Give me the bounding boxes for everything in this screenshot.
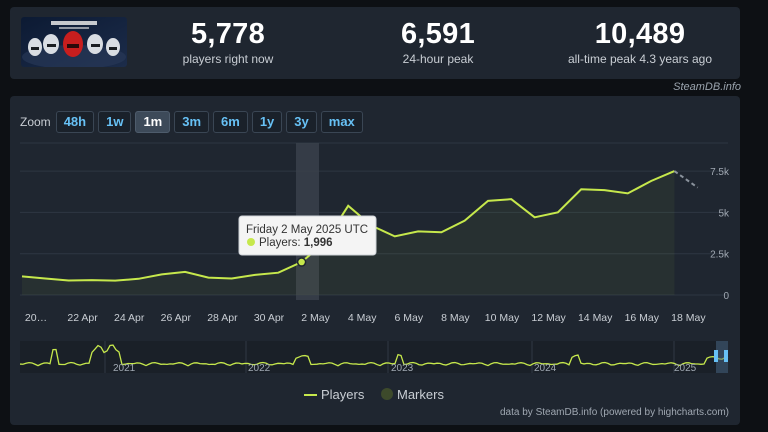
zoom-selector: Zoom 48h 1w 1m 3m 6m 1y 3y max: [20, 111, 367, 133]
x-tick-label: 18 May: [671, 312, 706, 324]
x-tick-label: 20…: [25, 312, 47, 324]
player-chart-panel: Zoom 48h 1w 1m 3m 6m 1y 3y max 0 2.5k 5k 7.…: [10, 96, 740, 425]
highlight-point[interactable]: [296, 257, 307, 267]
stat-24h-peak: 6,591 24-hour peak: [368, 17, 508, 67]
navigator-background: [20, 341, 728, 373]
stats-panel: 5,778 players right now 6,591 24-hour pe…: [10, 7, 740, 79]
stat-players-now: 5,778 players right now: [158, 17, 298, 67]
x-tick-label: 14 May: [578, 312, 613, 324]
chart-legend: Players Markers: [304, 387, 444, 402]
legend-markers-swatch: [381, 388, 393, 400]
navigator-year-2025: 2025: [674, 363, 697, 374]
zoom-3m-button[interactable]: 3m: [174, 111, 210, 133]
data-credit[interactable]: data by SteamDB.info (powered by highcha…: [500, 407, 729, 418]
x-tick-label: 22 Apr: [67, 312, 98, 324]
x-tick-label: 8 May: [441, 312, 470, 324]
players-now-value: 5,778: [190, 18, 266, 50]
navigator-year-2023: 2023: [391, 363, 414, 374]
navigator-handle-left[interactable]: [714, 350, 718, 362]
navigator-year-2022: 2022: [248, 363, 271, 374]
tooltip-box: [238, 215, 377, 256]
x-tick-label: 24 Apr: [114, 312, 145, 324]
zoom-6m-button[interactable]: 6m: [213, 111, 248, 133]
tooltip-value: 1,996: [304, 237, 333, 249]
tooltip-date: Friday 2 May 2025 UTC: [246, 224, 368, 236]
legend-item-players[interactable]: Players: [304, 387, 365, 402]
tooltip-series-dot: [247, 238, 255, 246]
navigator-year-2024: 2024: [534, 363, 557, 374]
x-tick-label: 10 May: [485, 312, 520, 324]
legend-players-label: Players: [321, 387, 365, 402]
navigator-line: [19, 344, 729, 367]
zoom-max-button[interactable]: max: [320, 111, 363, 133]
players-now-label: players right now: [182, 52, 274, 66]
players-line-projection: [673, 170, 699, 189]
peak-24h-label: 24-hour peak: [402, 52, 474, 66]
y-tick-label: 0: [723, 291, 729, 302]
steamdb-credit-link[interactable]: SteamDB.info: [673, 81, 741, 93]
x-tick-label: 26 Apr: [161, 312, 192, 324]
x-axis-labels: 20… 22 Apr 24 Apr 26 Apr 28 Apr 30 Apr 2 May 4 …: [25, 312, 706, 324]
stat-all-time-peak: 10,489 all-time peak 4.3 years ago: [550, 17, 730, 67]
legend-markers-label: Markers: [397, 387, 444, 402]
tooltip-series-name: Players:: [259, 237, 301, 249]
y-tick-label: 2.5k: [710, 250, 730, 261]
x-tick-label: 12 May: [531, 312, 566, 324]
svg-text:Players: 1,996: Players: 1,996: [259, 237, 333, 249]
zoom-3y-button[interactable]: 3y: [286, 111, 317, 133]
x-tick-label: 28 Apr: [207, 312, 238, 324]
zoom-48h-button[interactable]: 48h: [55, 111, 95, 133]
players-line[interactable]: [21, 170, 675, 282]
x-tick-label: 2 May: [301, 312, 330, 324]
navigator-year-dividers: [104, 341, 675, 373]
zoom-1m-button[interactable]: 1m: [135, 111, 171, 133]
x-tick-label: 16 May: [625, 312, 660, 324]
x-tick-label: 30 Apr: [254, 312, 285, 324]
y-tick-label: 5k: [718, 208, 730, 219]
zoom-1y-button[interactable]: 1y: [251, 111, 283, 133]
game-thumbnail[interactable]: [21, 17, 127, 67]
navigator-selection[interactable]: [716, 341, 728, 373]
zoom-1w-button[interactable]: 1w: [98, 111, 132, 133]
x-tick-label: 4 May: [348, 312, 377, 324]
navigator-year-2021: 2021: [113, 363, 136, 374]
y-tick-label: 7.5k: [710, 167, 730, 178]
peak-24h-value: 6,591: [400, 18, 476, 50]
y-axis-labels: 0 2.5k 5k 7.5k: [710, 167, 730, 302]
timeline-navigator[interactable]: 2021 2022 2023 2024 2025: [19, 341, 729, 374]
all-time-peak-value: 10,489: [594, 18, 686, 50]
x-tick-label: 6 May: [395, 312, 424, 324]
navigator-handle-right[interactable]: [724, 350, 728, 362]
zoom-label: Zoom: [20, 115, 51, 129]
all-time-peak-label: all-time peak 4.3 years ago: [567, 52, 713, 66]
legend-item-markers[interactable]: Markers: [381, 387, 444, 402]
player-chart[interactable]: 0 2.5k 5k 7.5k 20… 22 Apr 24 Apr 26 Apr 28 Apr 3…: [10, 96, 740, 425]
chart-tooltip: Friday 2 May 2025 UTC Players: 1,996: [238, 215, 377, 256]
